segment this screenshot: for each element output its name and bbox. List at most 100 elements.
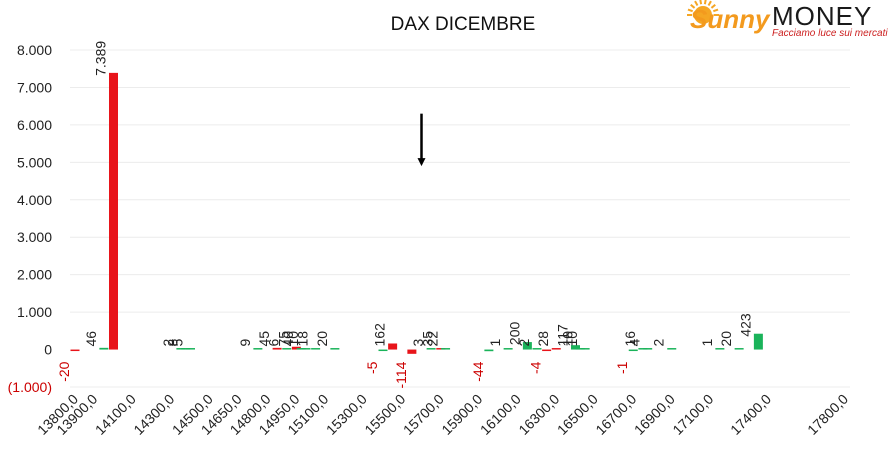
sun-ray <box>712 8 719 13</box>
x-tick-label: 16500,0 <box>554 391 601 438</box>
data-label: 1 <box>699 339 715 347</box>
sun-ray <box>687 8 694 13</box>
y-tick-label: 8.000 <box>17 42 52 58</box>
x-tick-label: 16300,0 <box>515 391 562 438</box>
data-label: 20 <box>314 331 330 347</box>
gridlines <box>70 49 850 388</box>
bar <box>282 348 292 350</box>
sun-ray <box>699 0 703 5</box>
data-label: 18 <box>295 331 311 347</box>
bar <box>575 348 585 350</box>
logo-name-text: MONEY <box>772 1 872 31</box>
x-tick-label: 15300,0 <box>323 391 370 438</box>
data-label: 7.389 <box>93 41 109 76</box>
annotation-arrow <box>417 113 426 167</box>
bar <box>484 349 494 352</box>
data-label: 200 <box>506 321 522 345</box>
data-label: 75 <box>275 331 291 347</box>
y-tick-label: 3.000 <box>17 229 52 245</box>
bars <box>70 72 763 354</box>
y-tick-label: 7.000 <box>17 79 52 95</box>
arrow-head <box>417 158 426 167</box>
data-label: 40 <box>280 331 296 347</box>
bar <box>99 347 109 350</box>
y-tick-label: 5.000 <box>17 154 52 170</box>
y-tick-label: 0 <box>44 342 52 358</box>
bar <box>753 333 763 350</box>
data-label: 423 <box>737 313 753 337</box>
data-label: 10 <box>564 331 580 347</box>
x-tick-label: 15900,0 <box>438 391 485 438</box>
data-label: -20 <box>56 361 72 381</box>
bar <box>301 348 311 350</box>
bar <box>643 348 653 350</box>
data-label: 1 <box>487 339 503 347</box>
bar <box>532 348 542 350</box>
bar <box>715 348 725 350</box>
data-label: 46 <box>83 331 99 347</box>
data-label: -1 <box>614 361 630 374</box>
sunny-money-logo: Sunny MONEY Facciamo luce sui mercati <box>687 0 888 39</box>
chart-title: DAX DICEMBRE <box>391 14 536 35</box>
data-label: 2 <box>516 339 532 347</box>
bar <box>181 348 191 350</box>
logo-tagline-text: Facciamo luce sui mercati <box>772 28 888 39</box>
x-tick-label: 14100,0 <box>92 391 139 438</box>
data-label: -114 <box>393 361 409 388</box>
bar <box>734 348 744 350</box>
y-tick-label: (1.000) <box>8 379 52 395</box>
x-axis-ticks: 13800,013900,014100,014300,014500,014650… <box>34 391 851 438</box>
x-tick-label: 15500,0 <box>361 391 408 438</box>
bar <box>109 72 118 350</box>
data-label: 10 <box>285 331 301 347</box>
data-label: 2 <box>160 339 176 347</box>
y-tick-label: 1.000 <box>17 304 52 320</box>
bar <box>503 348 513 350</box>
data-label: 162 <box>372 323 388 347</box>
sun-ray <box>690 3 696 9</box>
y-tick-label: 6.000 <box>17 117 52 133</box>
data-label: 16 <box>622 331 638 347</box>
data-label: 3 <box>410 339 426 347</box>
bar <box>426 348 436 350</box>
data-label: 9 <box>237 339 253 347</box>
x-tick-label: 16100,0 <box>477 391 524 438</box>
data-label: 2 <box>651 339 667 347</box>
data-label: 28 <box>535 331 551 347</box>
sun-ray <box>707 0 712 6</box>
logo-script-text: Sunny <box>690 4 771 34</box>
y-tick-label: 2.000 <box>17 267 52 283</box>
bar <box>186 348 195 350</box>
data-label: -5 <box>364 361 380 374</box>
data-label: 35 <box>420 331 436 347</box>
bar <box>407 349 417 354</box>
bar <box>441 348 451 350</box>
x-tick-label: 14300,0 <box>130 391 177 438</box>
data-label: 6 <box>266 339 282 347</box>
bar <box>378 349 388 352</box>
x-tick-label: 15700,0 <box>400 391 447 438</box>
data-label: -44 <box>470 361 486 381</box>
bar <box>296 348 306 350</box>
data-label: 20 <box>718 331 734 347</box>
bar <box>253 348 263 350</box>
bar <box>628 349 638 352</box>
x-tick-label: 16900,0 <box>631 391 678 438</box>
bar <box>436 348 446 350</box>
bar <box>176 348 186 350</box>
data-label: 22 <box>425 331 441 347</box>
bar <box>330 348 340 350</box>
bar <box>638 348 648 350</box>
bar <box>571 345 580 350</box>
data-label: 10 <box>559 331 575 347</box>
bar <box>551 348 561 350</box>
bar <box>580 348 590 350</box>
data-label: 45 <box>256 331 272 347</box>
bar <box>667 348 677 350</box>
y-tick-label: 4.000 <box>17 192 52 208</box>
data-label: -4 <box>528 361 544 374</box>
x-tick-label: 16700,0 <box>592 391 639 438</box>
data-label: 117 <box>555 324 571 347</box>
